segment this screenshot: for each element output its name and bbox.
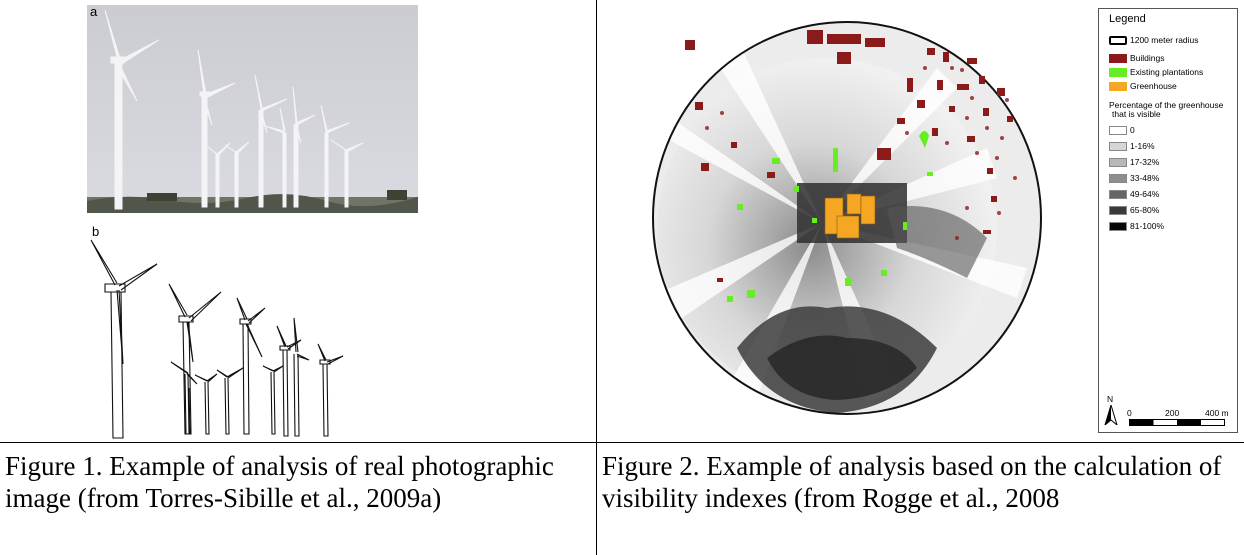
legend-subtitle: Percentage of the greenhouse that is vis… (1109, 101, 1223, 119)
wind-turbine-line-drawing (90, 239, 344, 439)
wind-turbine-photo (87, 5, 418, 213)
legend-item-greenhouse: Greenhouse (1109, 81, 1177, 91)
legend-item-plantations: Existing plantations (1109, 67, 1203, 77)
legend-class-label: 81-100% (1130, 221, 1165, 231)
radius-circle (652, 21, 1042, 415)
class-swatch (1109, 205, 1127, 215)
figure2-caption-cell: Figure 2. Example of analysis based on t… (597, 443, 1244, 555)
legend-item-label: Greenhouse (1130, 81, 1177, 91)
panel-a-label: a (90, 4, 98, 19)
legend-class-4: 49-64% (1109, 189, 1159, 199)
legend-class-label: 1-16% (1130, 141, 1155, 151)
legend-item-buildings: Buildings (1109, 53, 1165, 63)
scale-label-200: 200 (1165, 408, 1180, 418)
legend-item-label: Existing plantations (1130, 67, 1204, 77)
figure1-caption: Figure 1. Example of analysis of real ph… (5, 451, 554, 513)
legend-radius: 1200 meter radius (1109, 35, 1199, 45)
panel-b-label: b (92, 224, 100, 239)
class-swatch (1109, 141, 1127, 151)
figure2-caption: Figure 2. Example of analysis based on t… (602, 451, 1222, 513)
legend-class-5: 65-80% (1109, 205, 1159, 215)
legend-class-0: 0 (1109, 125, 1135, 135)
greenhouse-swatch (1109, 81, 1127, 91)
north-label: N (1107, 394, 1114, 404)
figure1-image-cell: a (0, 0, 597, 443)
legend-radius-label: 1200 meter radius (1130, 35, 1199, 45)
legend-subtitle-line2: that is visible (1112, 109, 1161, 119)
north-arrow-icon (1104, 405, 1118, 425)
visibility-map (607, 8, 1095, 433)
scale-label-0: 0 (1127, 408, 1132, 418)
class-swatch (1109, 189, 1127, 199)
class-swatch (1109, 157, 1127, 167)
legend-class-label: 0 (1130, 125, 1135, 135)
legend-item-label: Buildings (1130, 53, 1165, 63)
legend-class-6: 81-100% (1109, 221, 1164, 231)
figure1-caption-cell: Figure 1. Example of analysis of real ph… (0, 443, 597, 555)
buildings-swatch (1109, 53, 1127, 63)
figure2-image-cell: Legend 1200 meter radius Buildings Exist… (597, 0, 1244, 443)
legend-class-label: 33-48% (1130, 173, 1160, 183)
legend-subtitle-line1: Percentage of the greenhouse (1109, 100, 1224, 110)
legend-class-1: 1-16% (1109, 141, 1155, 151)
legend-class-label: 17-32% (1130, 157, 1160, 167)
scale-bar (1129, 419, 1225, 426)
legend-class-3: 33-48% (1109, 173, 1159, 183)
scale-label-400: 400 m (1205, 408, 1229, 418)
legend-class-label: 65-80% (1130, 205, 1160, 215)
radius-swatch (1109, 35, 1127, 45)
legend-class-2: 17-32% (1109, 157, 1159, 167)
plantations-swatch (1109, 67, 1127, 77)
class-swatch (1109, 221, 1127, 231)
class-swatch (1109, 125, 1127, 135)
legend-class-label: 49-64% (1130, 189, 1160, 199)
class-swatch (1109, 173, 1127, 183)
legend-title: Legend (1109, 13, 1146, 25)
map-legend: Legend 1200 meter radius Buildings Exist… (1098, 8, 1238, 433)
